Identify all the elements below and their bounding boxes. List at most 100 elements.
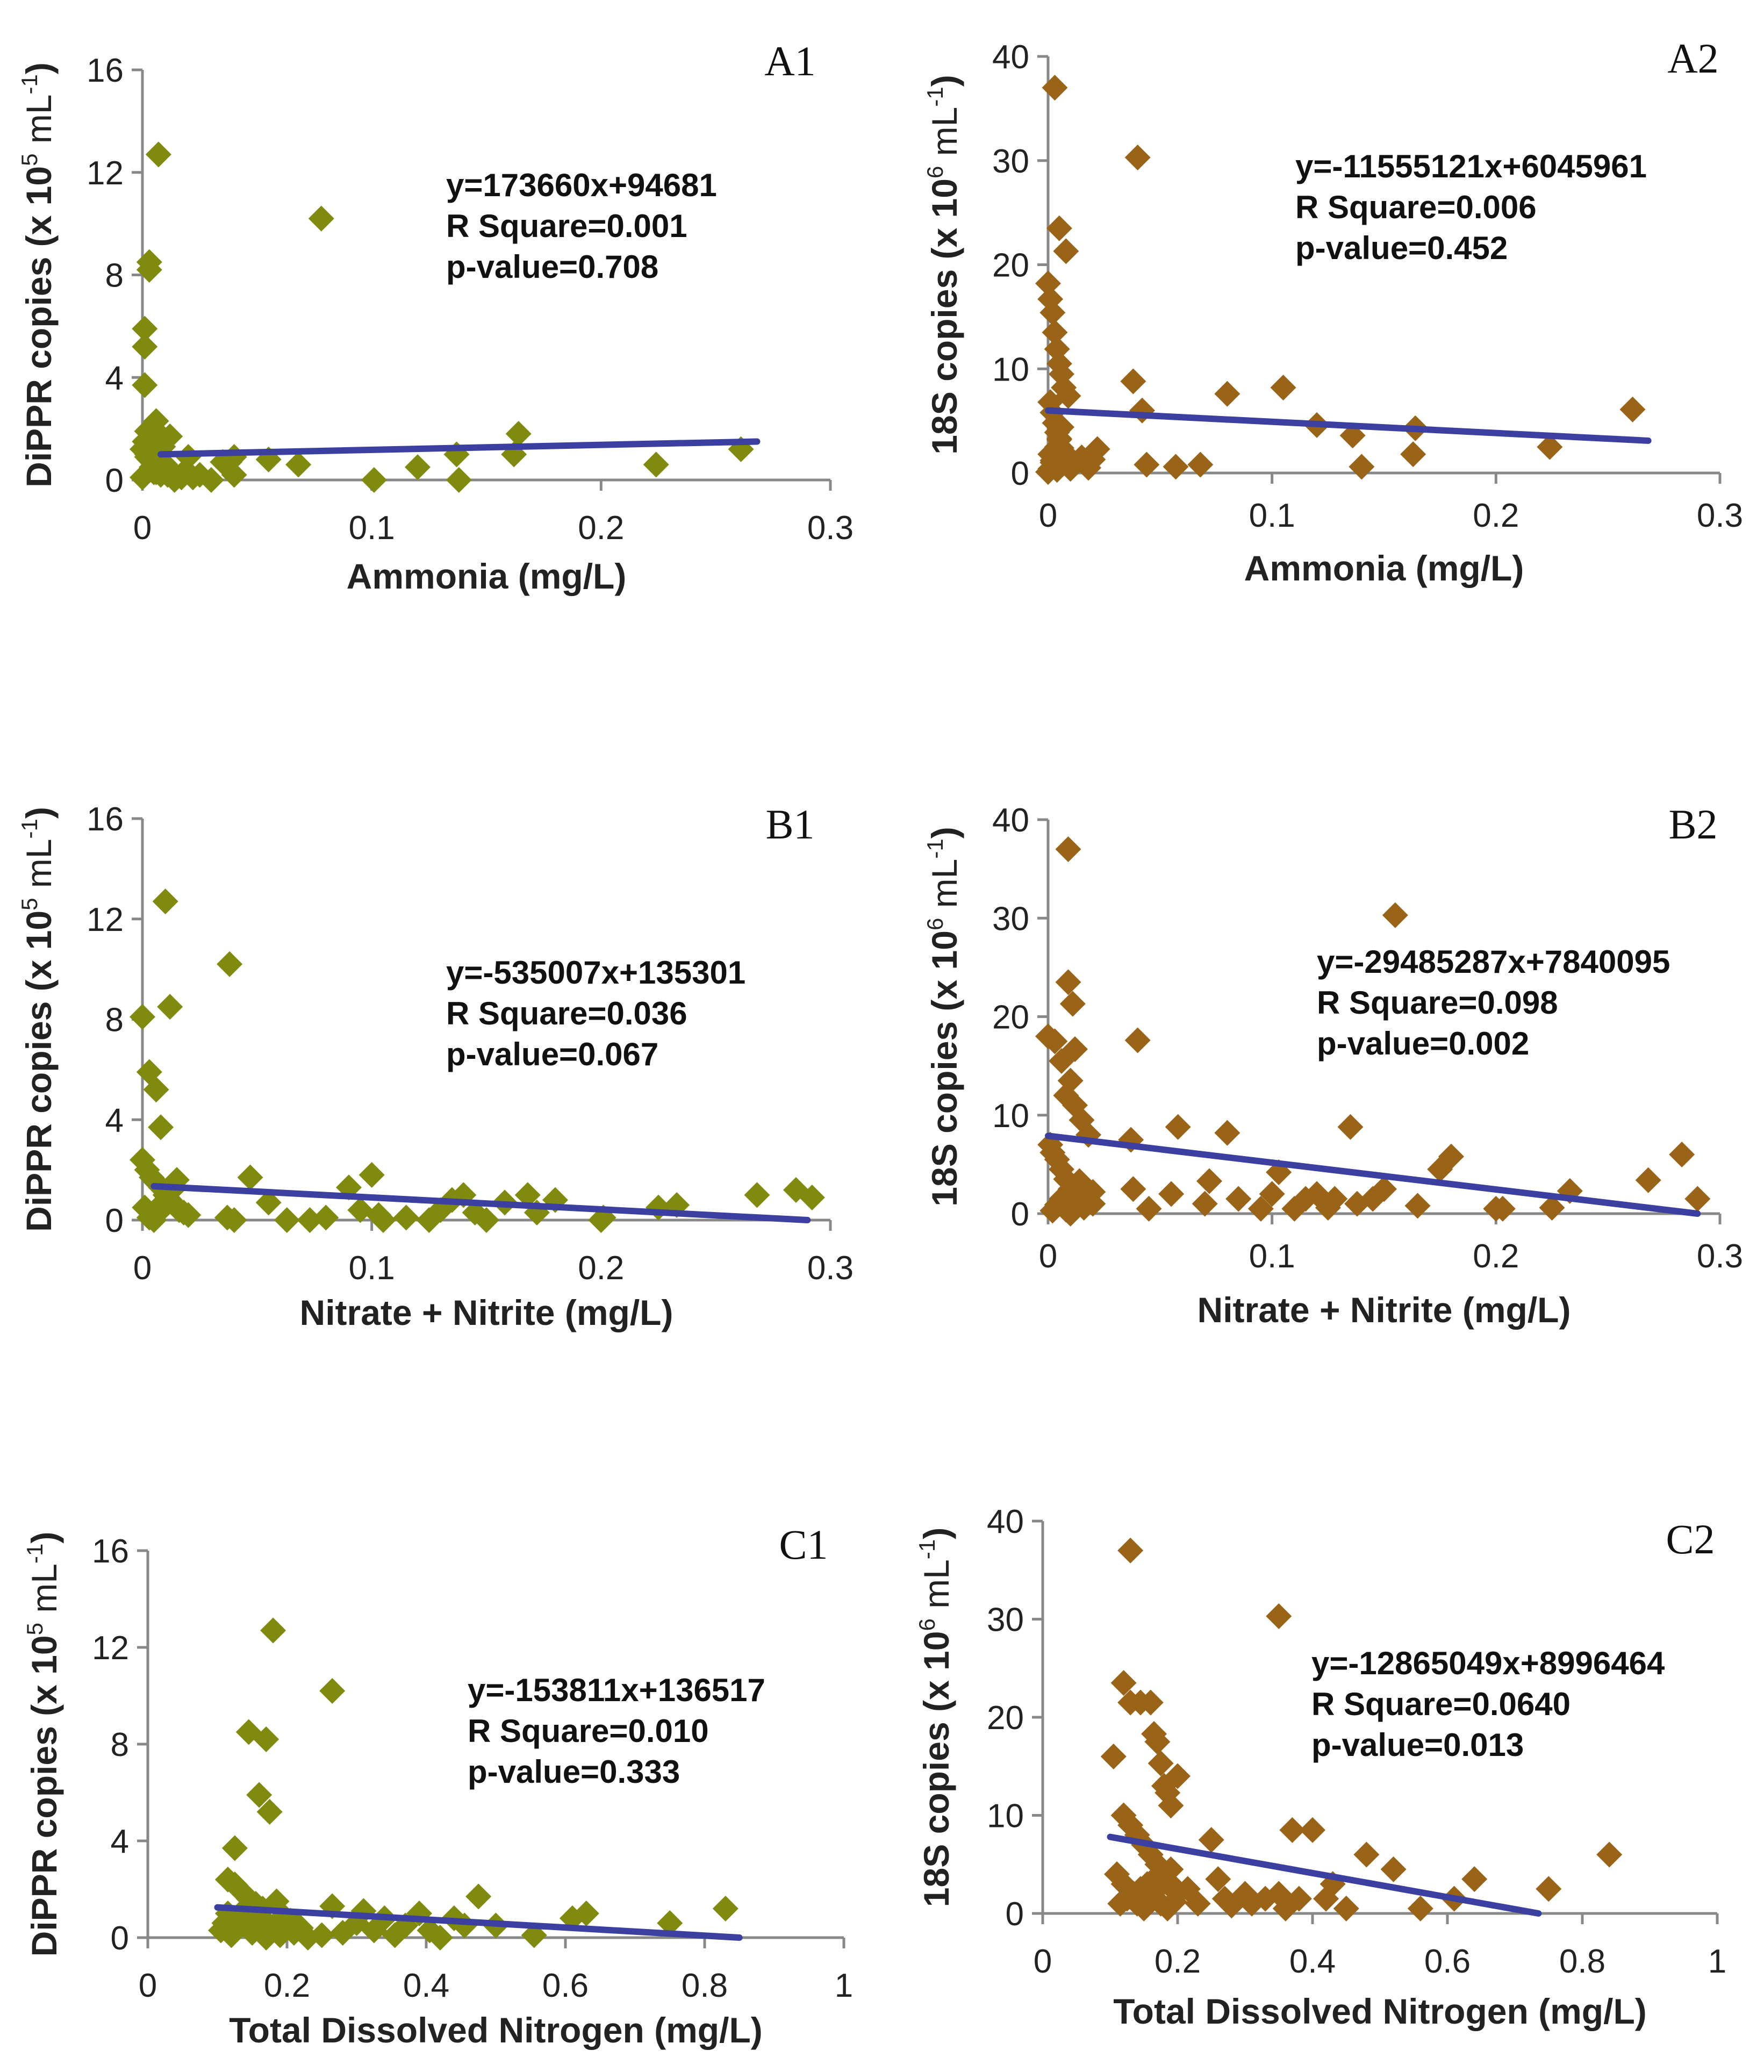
- data-point: [1049, 414, 1074, 440]
- data-point: [1205, 1866, 1231, 1892]
- data-point: [132, 334, 158, 360]
- y-tick-label: 0: [105, 1202, 124, 1239]
- x-tick-label: 1: [835, 1967, 853, 2004]
- regression-stat: R Square=0.001: [446, 208, 687, 244]
- data-point: [256, 1799, 283, 1825]
- data-point: [1669, 1142, 1695, 1168]
- chart-panel-b2: 0 10 20 30 40 0 0.1 0.2 0.3 Nitrate + Nitrite (mg…: [922, 801, 1743, 1330]
- data-point: [1035, 270, 1061, 297]
- data-point: [1158, 1793, 1184, 1819]
- x-tick-label: 0.3: [1697, 497, 1743, 534]
- data-point: [1117, 1537, 1144, 1564]
- x-tick-label: 0.1: [349, 510, 395, 547]
- panel-label: A2: [1667, 35, 1718, 82]
- y-tick-label: 30: [992, 900, 1029, 937]
- data-point: [145, 141, 171, 168]
- y-tick-label: 40: [992, 39, 1029, 76]
- data-point: [1042, 75, 1068, 101]
- data-point: [267, 1917, 293, 1944]
- x-tick-label: 0.3: [807, 1250, 854, 1287]
- data-point: [643, 451, 669, 478]
- data-point: [1148, 1750, 1174, 1776]
- data-point: [1536, 1876, 1562, 1902]
- trend-line: [150, 1182, 811, 1223]
- x-tick-label: 0.2: [578, 1250, 624, 1287]
- data-point: [255, 1189, 282, 1216]
- data-point: [573, 1901, 599, 1926]
- y-tick-label: 16: [92, 1533, 129, 1570]
- y-tick-label: 40: [987, 1503, 1024, 1540]
- y-tick-label: 20: [992, 247, 1029, 284]
- chart-panel-c1: 0 4 8 12 16 0 0.2 0.4 0.6 0.8 1 Total Dissolved Nit…: [22, 1521, 853, 2050]
- regression-stat: y=-153811x+136517: [468, 1672, 765, 1708]
- regression-stat: p-value=0.002: [1317, 1026, 1529, 1062]
- y-tick-label: 0: [111, 1920, 129, 1957]
- data-point: [1619, 396, 1646, 422]
- data-point: [1120, 1176, 1146, 1202]
- data-point: [1100, 1744, 1127, 1769]
- trend-line: [1045, 1132, 1701, 1217]
- x-tick-label: 0.2: [1155, 1943, 1201, 1980]
- data-point: [136, 256, 162, 283]
- x-tick-label: 0.3: [807, 510, 854, 547]
- panel-label: C2: [1666, 1516, 1715, 1562]
- regression-stat: R Square=0.036: [446, 995, 687, 1031]
- regression-stat: p-value=0.013: [1311, 1727, 1524, 1763]
- x-tick-label: 0.2: [1473, 497, 1519, 534]
- data-point: [198, 467, 224, 493]
- data-point: [1214, 381, 1240, 407]
- regression-stat: R Square=0.010: [468, 1713, 709, 1749]
- y-tick-label: 4: [105, 1102, 124, 1139]
- data-point: [1382, 902, 1408, 928]
- data-point: [143, 408, 169, 434]
- data-point: [297, 1207, 323, 1233]
- regression-stat: y=-11555121x+6045961: [1295, 148, 1647, 184]
- data-point: [143, 1077, 169, 1103]
- data-point: [1120, 368, 1146, 395]
- x-axis-title: Nitrate + Nitrite (mg/L): [300, 1293, 673, 1332]
- data-point: [358, 1162, 385, 1188]
- x-tick-label: 0: [139, 1967, 157, 2004]
- data-point: [1489, 1195, 1516, 1222]
- y-tick-label: 30: [992, 143, 1029, 180]
- data-point: [427, 1925, 453, 1951]
- data-point: [799, 1184, 825, 1210]
- data-point: [1129, 397, 1155, 424]
- data-point: [1136, 1195, 1162, 1222]
- data-point: [657, 1910, 683, 1936]
- data-point: [744, 1182, 770, 1208]
- regression-stat: p-value=0.067: [446, 1036, 658, 1072]
- regression-stat: y=-12865049x+8996464: [1311, 1645, 1665, 1681]
- data-point: [1684, 1186, 1711, 1212]
- data-point: [1161, 1889, 1187, 1915]
- y-tick-label: 10: [992, 351, 1029, 388]
- x-tick-label: 0.3: [1697, 1238, 1743, 1275]
- x-tick-label: 0.2: [578, 510, 624, 547]
- data-point: [1057, 1067, 1084, 1094]
- data-point: [237, 1164, 263, 1191]
- data-point: [217, 951, 243, 977]
- x-axis-title: Ammonia (mg/L): [1244, 548, 1524, 588]
- data-point: [1187, 451, 1214, 478]
- data-point: [157, 994, 183, 1020]
- data-point: [1247, 1195, 1274, 1222]
- data-point: [221, 1207, 247, 1233]
- y-tick-label: 4: [111, 1823, 129, 1860]
- x-axis-title: Ammonia (mg/L): [347, 556, 627, 596]
- data-point: [1196, 1168, 1222, 1194]
- data-point: [393, 1205, 419, 1231]
- data-point: [1046, 215, 1072, 241]
- y-tick-label: 30: [987, 1602, 1024, 1639]
- data-point: [152, 888, 178, 915]
- x-axis-title: Nitrate + Nitrite (mg/L): [1197, 1290, 1571, 1330]
- data-point: [1165, 1114, 1191, 1140]
- regression-stat: y=-29485287x+7840095: [1317, 944, 1670, 980]
- panel-label: B2: [1668, 801, 1717, 848]
- x-tick-label: 0.8: [1559, 1943, 1605, 1980]
- data-point: [1039, 299, 1066, 326]
- data-point: [1400, 441, 1426, 468]
- data-point: [1053, 238, 1079, 264]
- x-tick-label: 0.6: [1424, 1943, 1471, 1980]
- data-point: [465, 1883, 492, 1910]
- data-point: [1084, 436, 1110, 462]
